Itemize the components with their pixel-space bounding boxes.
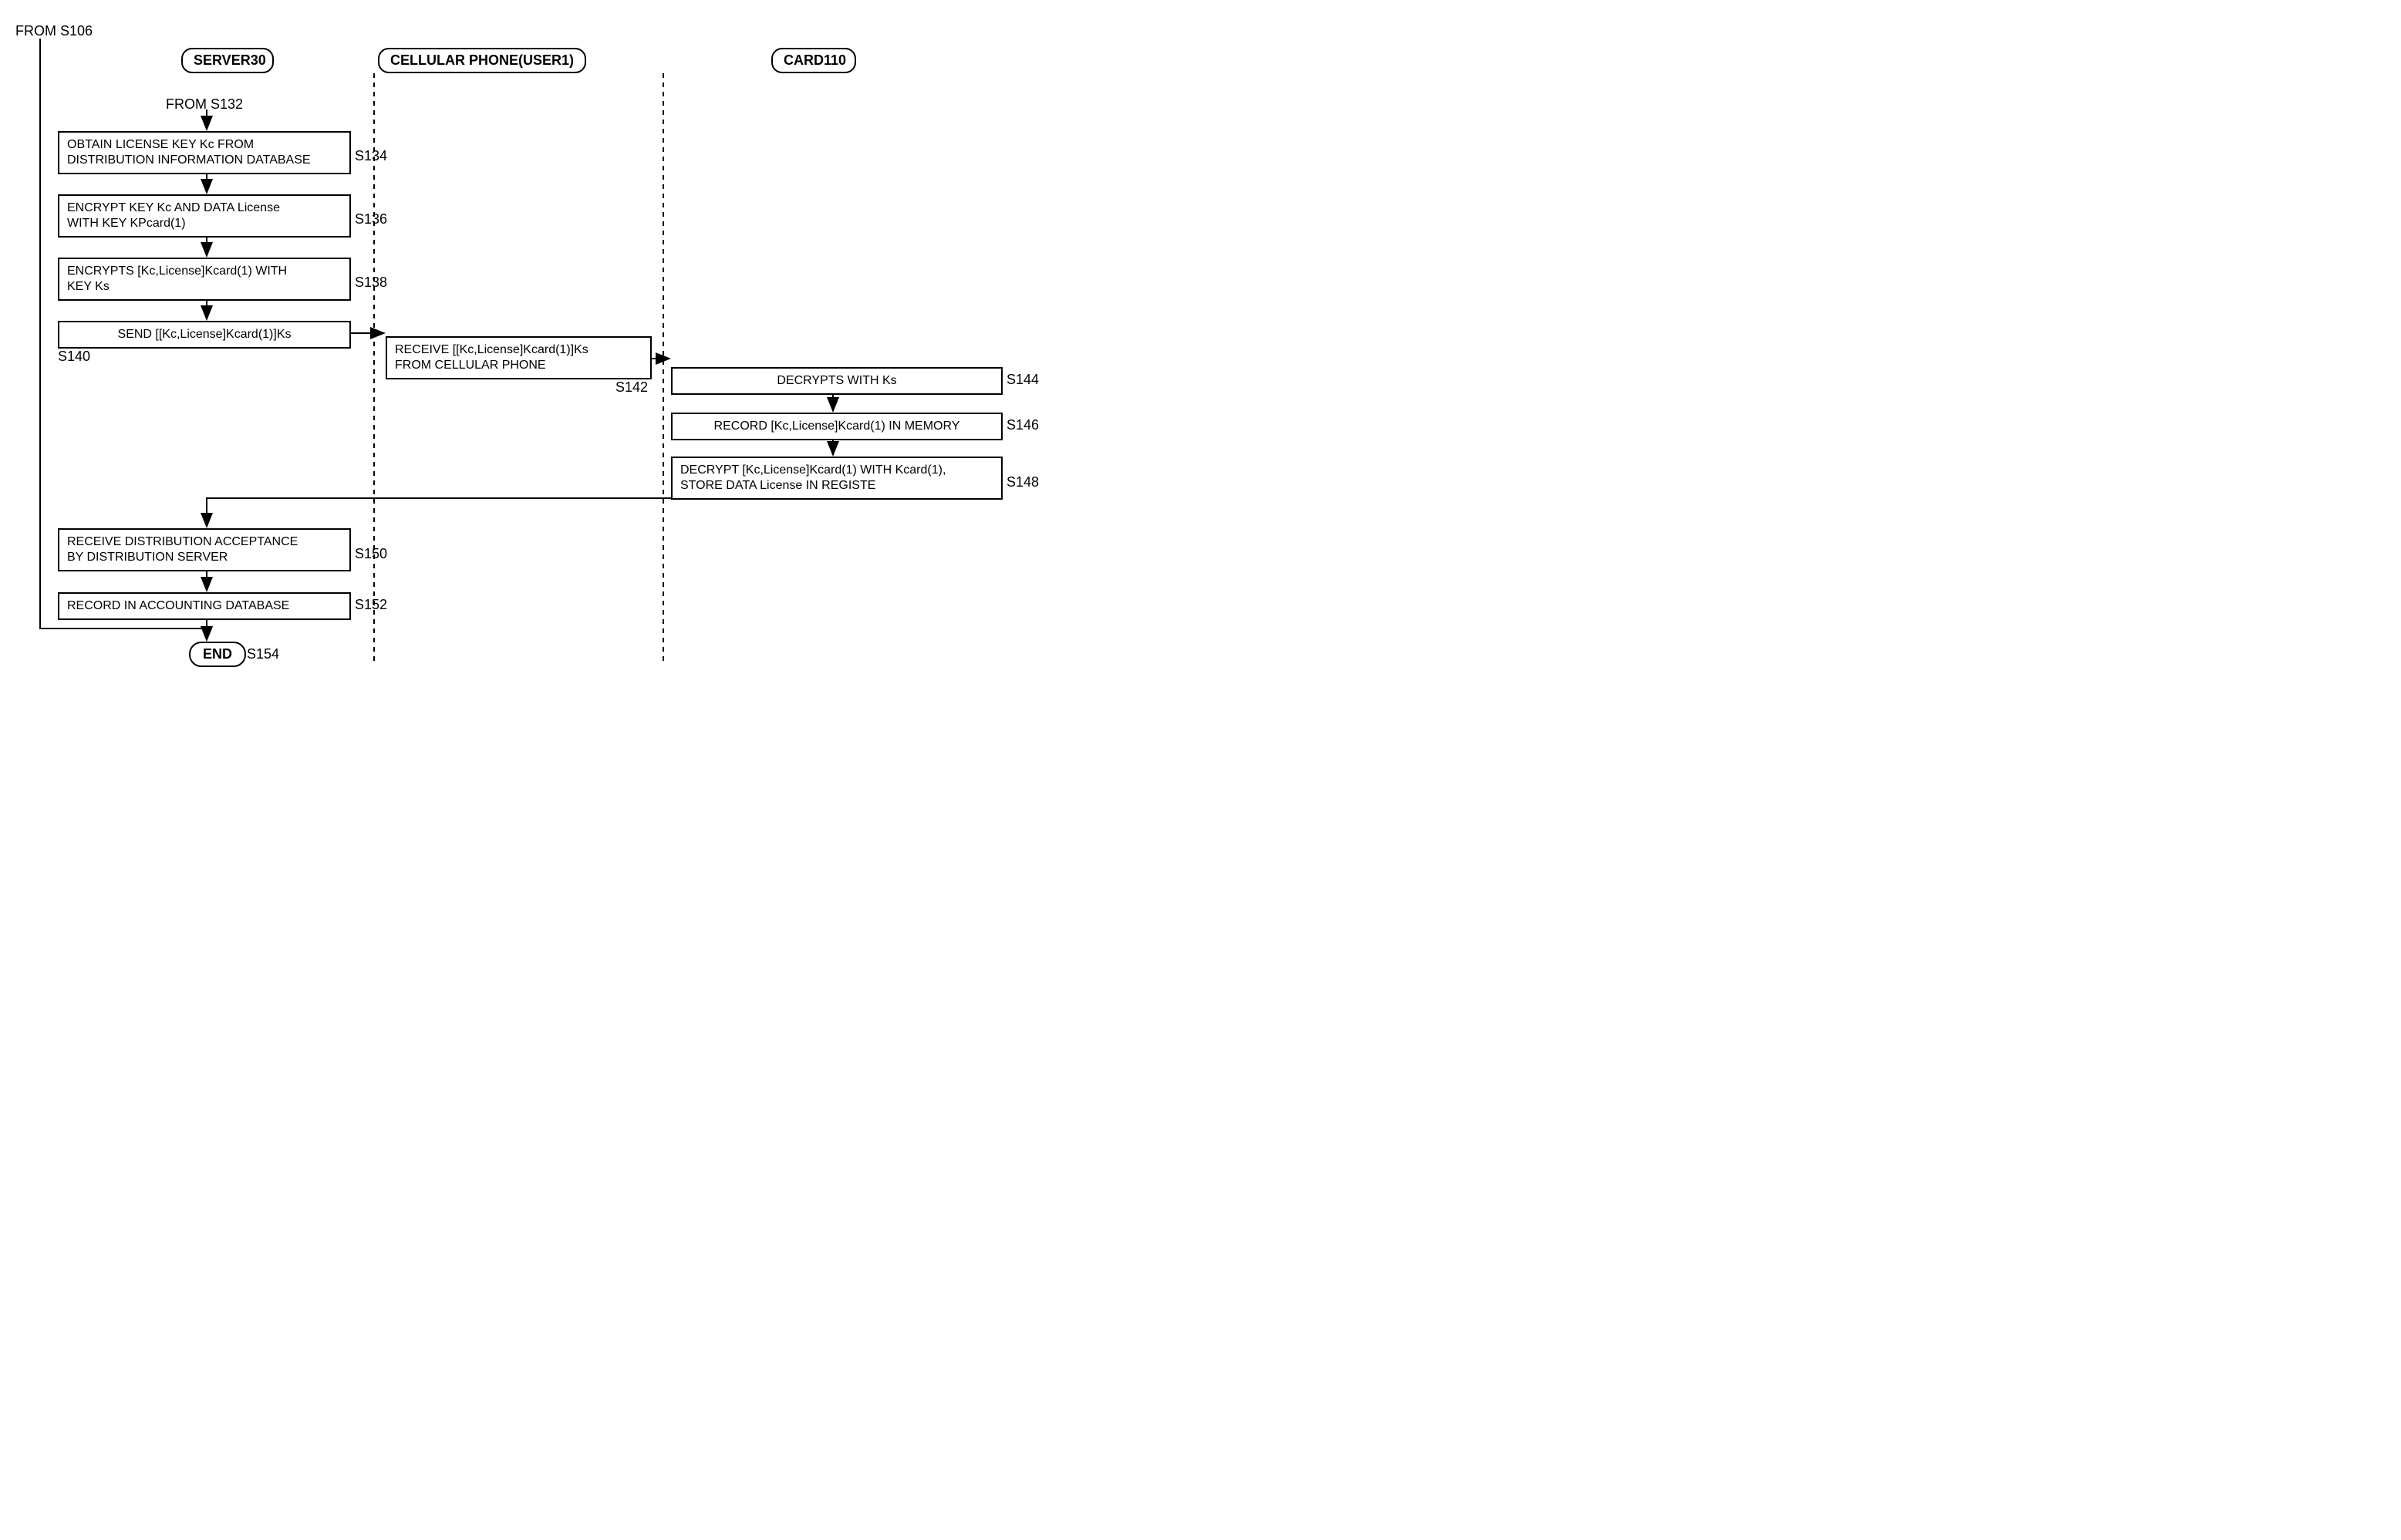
step-label-s150: S150 [355,546,387,562]
lane-header-phone: CELLULAR PHONE(USER1) [378,48,586,73]
from-s132-label: FROM S132 [166,96,243,113]
step-s144: DECRYPTS WITH Ks [671,367,1003,395]
step-s138: ENCRYPTS [Kc,License]Kcard(1) WITHKEY Ks [58,258,351,301]
step-label-s140: S140 [58,349,90,365]
step-label-s142: S142 [615,379,648,396]
step-s136: ENCRYPT KEY Kc AND DATA LicenseWITH KEY … [58,194,351,238]
step-label-s136: S136 [355,211,387,227]
step-s134: OBTAIN LICENSE KEY Kc FROMDISTRIBUTION I… [58,131,351,174]
step-label-s134: S134 [355,148,387,164]
step-s148: DECRYPT [Kc,License]Kcard(1) WITH Kcard(… [671,457,1003,500]
step-s142: RECEIVE [[Kc,License]Kcard(1)]KsFROM CEL… [386,336,652,379]
from-s106-label: FROM S106 [15,23,93,39]
step-label-s146: S146 [1007,417,1039,433]
step-s146: RECORD [Kc,License]Kcard(1) IN MEMORY [671,413,1003,440]
step-label-s138: S138 [355,275,387,291]
flowchart-diagram: FROM S106 FROM S132 SERVER30 CELLULAR PH… [15,15,1095,709]
lane-header-card: CARD110 [771,48,856,73]
step-s140: SEND [[Kc,License]Kcard(1)]Ks [58,321,351,349]
step-s152: RECORD IN ACCOUNTING DATABASE [58,592,351,620]
lane-header-server: SERVER30 [181,48,274,73]
step-s150: RECEIVE DISTRIBUTION ACCEPTANCEBY DISTRI… [58,528,351,571]
step-label-s148: S148 [1007,474,1039,490]
step-label-s144: S144 [1007,372,1039,388]
step-label-s152: S152 [355,597,387,613]
terminal-end-label: S154 [247,646,279,662]
terminal-end: END [189,642,246,667]
